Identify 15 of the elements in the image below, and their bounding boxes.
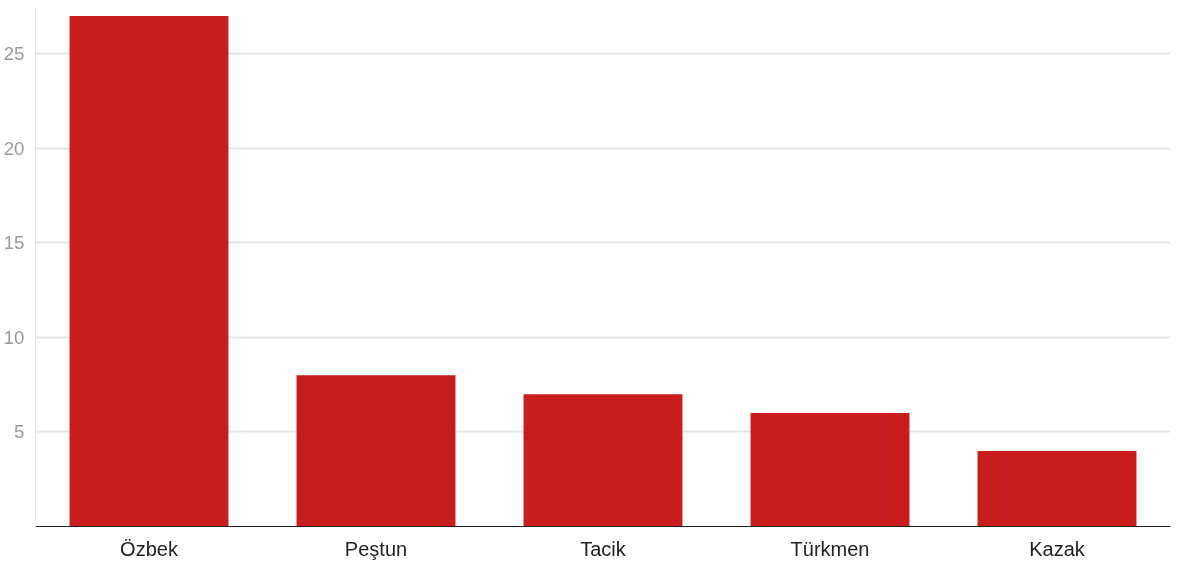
- y-tick-label: 20: [3, 137, 25, 159]
- bar: [977, 450, 1137, 527]
- bar: [523, 394, 683, 527]
- y-tick-label: 25: [3, 43, 25, 65]
- bar: [69, 16, 229, 527]
- x-tick-label: Türkmen: [790, 537, 870, 560]
- y-tick-label: 15: [3, 232, 25, 254]
- bar: [750, 413, 910, 527]
- x-tick-label: Kazak: [1029, 537, 1086, 560]
- bar: [296, 375, 456, 527]
- x-tick-label: Peştun: [344, 537, 408, 560]
- y-tick-label: 5: [14, 421, 25, 443]
- x-tick-label: Tacik: [580, 537, 627, 560]
- x-tick-label: Özbek: [120, 537, 179, 560]
- y-tick-label: 10: [3, 326, 25, 348]
